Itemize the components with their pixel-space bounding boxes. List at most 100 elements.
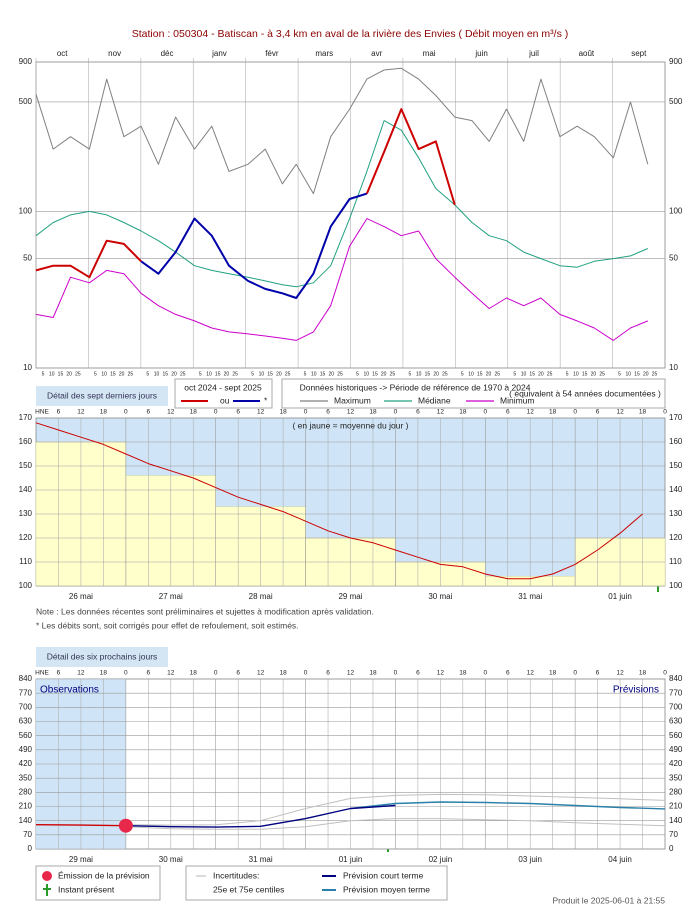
series-line bbox=[140, 192, 368, 299]
hour-tick-label: 6 bbox=[57, 409, 61, 416]
x-tick-label: 28 mai bbox=[249, 592, 273, 601]
hour-tick-label: 6 bbox=[416, 409, 420, 416]
legend-box bbox=[281, 378, 666, 409]
day-tick-label: 15 bbox=[582, 371, 588, 377]
legend-label: Minimum bbox=[500, 395, 534, 405]
x-tick-label: 31 mai bbox=[518, 592, 542, 601]
month-label: déc bbox=[161, 49, 174, 58]
day-tick-label: 15 bbox=[529, 371, 535, 377]
y-tick-label-right: 500 bbox=[669, 97, 683, 106]
section-label-box bbox=[36, 386, 168, 406]
day-tick-label: 5 bbox=[409, 371, 412, 377]
month-label: janv bbox=[211, 49, 227, 58]
y-tick-label: 100 bbox=[19, 207, 33, 216]
day-tick-label: 10 bbox=[468, 371, 474, 377]
y-tick-label: 140 bbox=[19, 816, 33, 825]
y-tick-label: 280 bbox=[19, 787, 33, 796]
day-tick-label: 10 bbox=[49, 371, 55, 377]
hour-tick-label: 6 bbox=[326, 670, 330, 677]
day-tick-label: 25 bbox=[337, 371, 343, 377]
day-tick-label: 10 bbox=[311, 371, 317, 377]
series-line bbox=[35, 218, 648, 341]
y-tick-label-right: 110 bbox=[669, 557, 682, 566]
y-tick-label-right: 770 bbox=[669, 688, 683, 697]
y-tick-label: 100 bbox=[19, 581, 33, 590]
hour-axis-label: HNE bbox=[35, 409, 49, 416]
y-tick-label-right: 350 bbox=[669, 773, 683, 782]
y-tick-label-right: 150 bbox=[669, 461, 683, 470]
y-tick-label: 630 bbox=[19, 717, 33, 726]
hour-tick-label: 18 bbox=[190, 670, 198, 677]
y-tick-label-right: 10 bbox=[669, 363, 678, 372]
legend-label: Incertitudes: bbox=[213, 870, 259, 880]
hour-tick-label: 12 bbox=[527, 670, 535, 677]
hour-tick-label: 18 bbox=[459, 670, 467, 677]
legend-label: Prévision court terme bbox=[343, 870, 424, 880]
y-tick-label-right: 100 bbox=[669, 207, 683, 216]
x-tick-label: 01 juin bbox=[339, 855, 363, 864]
day-tick-label: 15 bbox=[58, 371, 64, 377]
day-tick-label: 15 bbox=[267, 371, 273, 377]
day-tick-label: 20 bbox=[328, 371, 334, 377]
day-tick-label: 20 bbox=[433, 371, 439, 377]
month-label: févr bbox=[265, 49, 279, 58]
day-tick-label: 15 bbox=[215, 371, 221, 377]
hour-tick-label: 6 bbox=[147, 670, 151, 677]
day-tick-label: 25 bbox=[75, 371, 81, 377]
x-tick-label: 30 mai bbox=[159, 855, 183, 864]
section-label-box bbox=[36, 647, 168, 667]
hour-tick-label: 6 bbox=[236, 670, 240, 677]
hour-tick-label: 0 bbox=[124, 409, 128, 416]
hour-tick-label: 6 bbox=[506, 670, 510, 677]
hour-tick-label: 12 bbox=[347, 670, 355, 677]
day-tick-label: 5 bbox=[618, 371, 621, 377]
month-label: sept bbox=[631, 49, 647, 58]
day-tick-label: 10 bbox=[416, 371, 422, 377]
x-tick-label: 31 mai bbox=[249, 855, 273, 864]
page-title: Station : 050304 - Batiscan - à 3,4 km e… bbox=[132, 28, 569, 40]
hour-tick-label: 18 bbox=[639, 409, 647, 416]
legend-box bbox=[185, 865, 448, 901]
day-tick-label: 5 bbox=[42, 371, 45, 377]
x-tick-label: 03 juin bbox=[518, 855, 542, 864]
day-tick-label: 25 bbox=[285, 371, 291, 377]
x-tick-label: 30 mai bbox=[428, 592, 452, 601]
day-tick-label: 25 bbox=[180, 371, 186, 377]
note: * Les débits sont, soit corrigés pour ef… bbox=[36, 620, 299, 630]
day-tick-label: 20 bbox=[643, 371, 649, 377]
hour-tick-label: 6 bbox=[506, 409, 510, 416]
day-tick-label: 5 bbox=[461, 371, 464, 377]
hour-tick-label: 0 bbox=[483, 670, 487, 677]
y-tick-label: 210 bbox=[19, 802, 33, 811]
y-tick-label: 50 bbox=[23, 254, 32, 263]
day-tick-label: 5 bbox=[304, 371, 307, 377]
month-label: oct bbox=[57, 49, 68, 58]
series-line bbox=[350, 801, 666, 810]
day-tick-label: 20 bbox=[276, 371, 282, 377]
series-line bbox=[125, 804, 396, 828]
x-tick-label: 26 mai bbox=[69, 592, 93, 601]
y-tick-label-right: 100 bbox=[669, 581, 683, 590]
hour-tick-label: 12 bbox=[527, 409, 535, 416]
day-tick-label: 10 bbox=[521, 371, 527, 377]
day-tick-label: 5 bbox=[251, 371, 254, 377]
hour-tick-label: 6 bbox=[57, 670, 61, 677]
hour-tick-label: 18 bbox=[639, 670, 647, 677]
day-tick-label: 10 bbox=[626, 371, 632, 377]
day-tick-label: 15 bbox=[320, 371, 326, 377]
hour-tick-label: 18 bbox=[100, 670, 108, 677]
y-tick-label: 0 bbox=[28, 844, 33, 853]
day-tick-label: 25 bbox=[599, 371, 605, 377]
day-tick-label: 25 bbox=[442, 371, 448, 377]
month-label: juin bbox=[474, 49, 487, 58]
emission-point bbox=[118, 818, 133, 833]
y-tick-label-right: 170 bbox=[669, 413, 683, 422]
hour-tick-label: 0 bbox=[214, 670, 218, 677]
uncertainty-lower bbox=[125, 818, 666, 830]
hour-tick-label: 6 bbox=[236, 409, 240, 416]
y-tick-label-right: 840 bbox=[669, 674, 683, 683]
hour-tick-label: 6 bbox=[416, 670, 420, 677]
section-label: Détail des six prochains jours bbox=[47, 651, 158, 661]
hour-tick-label: 12 bbox=[616, 670, 624, 677]
